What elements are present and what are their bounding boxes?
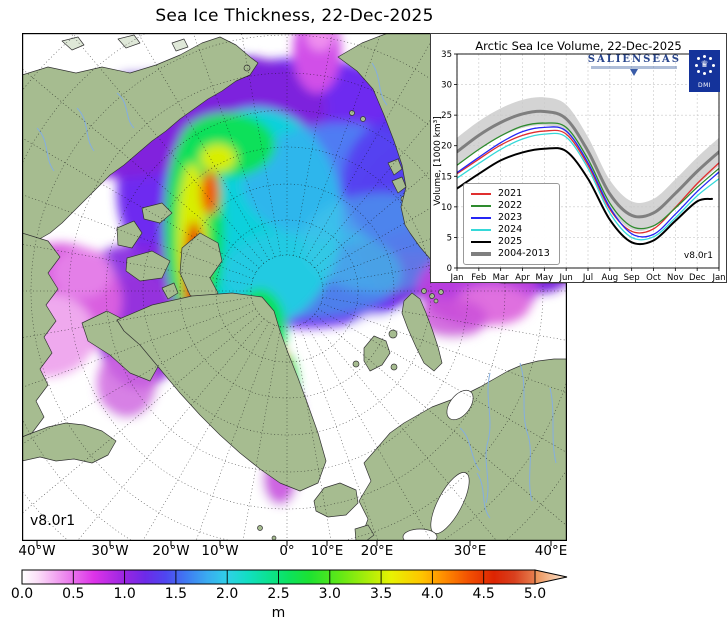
colorbar-tick-label: 4.0	[421, 586, 444, 602]
svg-text:Oct: Oct	[646, 273, 661, 282]
svg-text:25: 25	[441, 111, 452, 121]
colorbar-tick-label: 0.5	[62, 586, 85, 602]
colorbar-tick-label: 2.5	[267, 586, 290, 602]
legend-item: 2022	[471, 200, 550, 212]
map-version-label: v8.0r1	[30, 513, 75, 529]
svg-text:20: 20	[441, 142, 452, 152]
dmi-logo: ♛ DMI	[689, 50, 720, 92]
dmi-dot	[709, 57, 712, 61]
chart-legend: 2021 2022 2023 2024 2025 2004-2013	[463, 183, 560, 265]
dmi-dots-ring: ♛	[694, 54, 716, 76]
x-axis-label: 40°W	[18, 543, 56, 559]
legend-swatch	[471, 240, 491, 244]
land-shapes	[22, 33, 567, 541]
svg-text:Apr: Apr	[515, 273, 530, 282]
svg-text:15: 15	[441, 172, 452, 182]
legend-item: 2024	[471, 224, 550, 236]
dmi-dot	[703, 55, 706, 58]
legend-swatch	[471, 216, 491, 220]
x-axis-label: 40°E	[534, 543, 568, 559]
svg-text:May: May	[536, 273, 554, 282]
legend-swatch	[471, 228, 491, 232]
legend-item: 2025	[471, 236, 550, 248]
svg-text:Jun: Jun	[559, 273, 573, 282]
x-axis-label: 10°W	[201, 543, 239, 559]
graticule	[22, 33, 567, 541]
svg-text:35: 35	[441, 50, 452, 60]
x-axis-label: 30°E	[453, 543, 487, 559]
inset-chart-title: Arctic Sea Ice Volume, 22-Dec-2025	[475, 39, 682, 53]
dmi-logo-text: DMI	[697, 82, 712, 89]
legend-swatch	[471, 192, 491, 196]
x-axis-label: 20°W	[152, 543, 190, 559]
colorbar-tick-label: 3.0	[318, 586, 341, 602]
legend-item: 2021	[471, 188, 550, 200]
map-border	[22, 33, 567, 541]
dmi-dot	[694, 63, 698, 67]
svg-text:10: 10	[441, 203, 452, 213]
dmi-dot	[711, 63, 715, 67]
svg-text:Nov: Nov	[667, 273, 684, 282]
x-axis-label: 10°E	[310, 543, 344, 559]
legend-label: 2025	[498, 236, 523, 247]
colorbar-tick-label: 5.0	[523, 586, 547, 602]
svg-text:Jul: Jul	[582, 273, 593, 282]
rivers	[36, 62, 557, 519]
x-axis-ticks	[36, 541, 552, 546]
colorbar-tick-label: 3.5	[369, 586, 393, 602]
legend-swatch	[471, 252, 491, 256]
inset-volume-chart: 0 5 10 15 20 25 30 35 Jan Feb Mar Apr May Jun Jul Aug Se…	[430, 33, 727, 283]
svg-text:Mar: Mar	[493, 273, 510, 282]
dmi-dot	[696, 57, 700, 61]
x-axis-label: 30°W	[91, 543, 129, 559]
dmi-dot	[703, 72, 706, 75]
svg-text:Sep: Sep	[624, 273, 640, 282]
salienseas-wordmark: SALIENSEAS	[587, 54, 681, 65]
x-axis-label: 0°	[279, 543, 295, 559]
thickness-colorbar	[21, 569, 568, 585]
salienseas-logo: SALIENSEAS	[588, 54, 681, 76]
legend-swatch	[471, 204, 491, 208]
svg-text:Feb: Feb	[471, 273, 486, 282]
page-title: Sea Ice Thickness, 22-Dec-2025	[155, 6, 434, 26]
colorbar-tick-label: 0.0	[10, 586, 34, 602]
legend-label: 2022	[498, 200, 523, 211]
legend-label: 2021	[498, 188, 523, 199]
dmi-dot	[709, 69, 712, 73]
sail-icon	[630, 69, 639, 76]
inset-version-label: v8.0r1	[683, 251, 713, 261]
dmi-dot	[696, 69, 700, 73]
legend-label: 2023	[498, 212, 523, 223]
legend-item: 2004-2013	[471, 248, 550, 260]
colorbar-tick-label: 1.0	[113, 586, 136, 602]
svg-text:Jan: Jan	[449, 273, 463, 282]
colorbar-tick-label: 4.5	[472, 586, 495, 602]
crown-icon: ♛	[700, 60, 709, 70]
svg-text:5: 5	[447, 233, 452, 243]
svg-text:Jan: Jan	[711, 273, 725, 282]
legend-label: 2004-2013	[498, 248, 550, 259]
svg-text:30: 30	[441, 81, 452, 91]
x-axis-label: 20°E	[360, 543, 394, 559]
svg-text:Dec: Dec	[689, 273, 706, 282]
y-axis-label: Volume, [1000 km³]	[433, 116, 443, 206]
colorbar-unit-label: m	[271, 605, 286, 621]
legend-label: 2024	[498, 224, 523, 235]
svg-text:0: 0	[447, 264, 452, 274]
legend-item: 2023	[471, 212, 550, 224]
salienseas-tagline	[591, 66, 678, 69]
colorbar-tick-label: 1.5	[164, 586, 188, 602]
colorbar-tick-label: 2.0	[216, 586, 239, 602]
svg-text:Aug: Aug	[602, 273, 619, 282]
